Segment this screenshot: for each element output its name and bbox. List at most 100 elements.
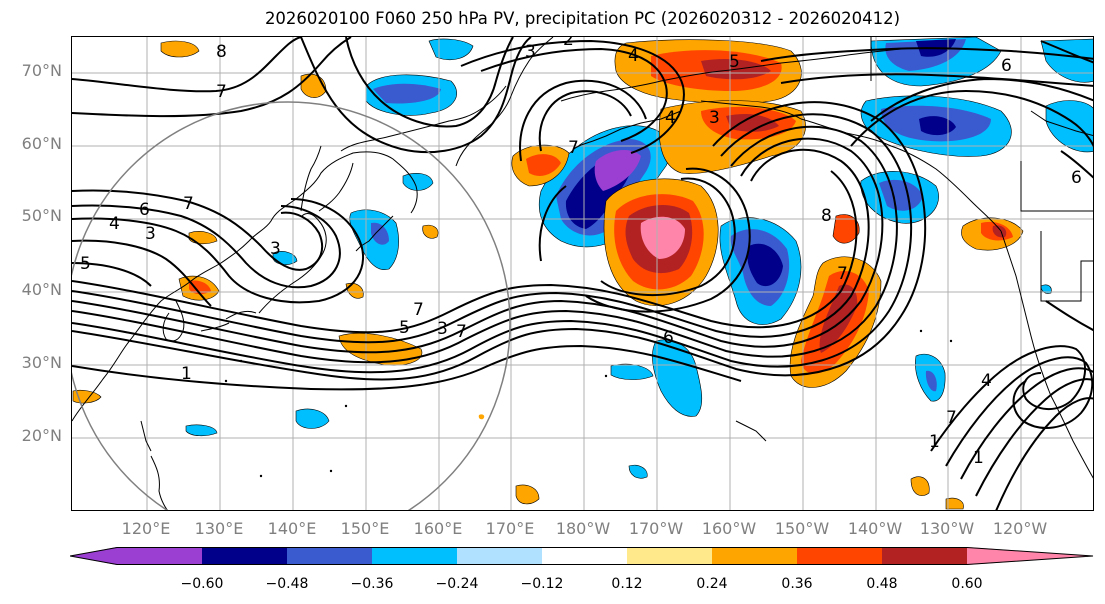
colorbar-segment [797,547,882,565]
contour-label: 7 [946,408,957,428]
colorbar-segment [542,547,627,565]
colorbar-segment [627,547,712,565]
colorbar-tick-label: −0.60 [180,576,224,592]
lon-label-140e: 140°E [267,519,317,538]
contour-label: 7 [568,138,579,158]
colorbar-outline [70,547,1094,565]
precip-patch [925,370,937,392]
pv-contours [72,37,1093,510]
colorbar-extend-left [70,547,117,565]
colorbar-segment [457,547,542,565]
precip-patch [160,40,200,58]
contour-label: 1 [973,448,984,468]
colorbar-segment [372,547,457,565]
contour-label: 8 [216,42,227,62]
colorbar [70,547,1094,565]
precip-patch [185,424,218,437]
colorbar-tick-label: 0.60 [951,576,983,592]
contour-label: 1 [181,364,192,384]
reference-circle [72,101,511,510]
precip-patch [188,231,218,245]
contour-label: 3 [437,319,448,339]
precip-patch [1045,100,1093,153]
precip-patch [628,464,648,479]
precip-patch [1040,284,1052,294]
precip-patch [910,476,930,496]
colorbar-tick-label: −0.12 [520,576,564,592]
colorbar-segment [117,547,202,565]
precip-patch [295,408,330,429]
colorbar-tick-label: −0.48 [265,576,309,592]
map-panel[interactable]: 8 7 3 2 4 5 6 4 3 7 6 7 6 4 3 5 3 7 8 7 … [71,36,1094,511]
lon-label-130w: 130°W [919,519,975,538]
colorbar-tick-label: 0.24 [696,576,728,592]
lon-label-120w: 120°W [992,519,1048,538]
contour-label: 7 [413,300,424,320]
precip-patch [422,224,439,239]
contour-label: 3 [145,224,156,244]
contour-label: 6 [139,200,150,220]
precip-patch [832,214,860,244]
precip-patch [726,114,779,132]
colorbar-segment [712,547,797,565]
contour-label: 2 [563,37,574,50]
contour-label: 1 [929,432,940,452]
contour-label: 5 [729,52,740,72]
contour-label: 7 [837,264,848,284]
colorbar-segment [287,547,372,565]
colorbar-tick-label: −0.36 [350,576,394,592]
contour-label: 5 [80,254,91,274]
precip-patch [345,282,364,299]
precip-patch [402,173,434,191]
precip-patch [747,243,783,287]
precip-patch [945,497,964,510]
contour-label: 6 [663,328,674,348]
colorbar-extend-right [967,547,1094,565]
lon-label-170e: 170°E [485,519,535,538]
contour-label: 3 [709,108,720,128]
lat-label-30n: 30°N [21,353,62,372]
contour-label: 3 [270,239,281,259]
lon-label-170w: 170°W [628,519,684,538]
precip-patch [594,149,641,191]
map-title: 2026020100 F060 250 hPa PV, precipitatio… [264,9,901,28]
precip-patch [189,280,211,295]
lon-label-180w: 180°W [555,519,611,538]
precip-patch [879,179,923,211]
colorbar-tick-label: −0.24 [435,576,479,592]
lon-label-120e: 120°E [121,519,171,538]
precip-patch [478,414,485,420]
colorbar-tick-label: 0.12 [611,576,643,592]
precip-patch [640,216,685,259]
island-dots [224,329,953,478]
contour-label: 3 [525,42,536,62]
colorbar-tick-label: 0.48 [866,576,898,592]
contour-label: 6 [1001,56,1012,76]
contour-label: 4 [981,371,992,391]
coastlines [72,37,1093,510]
colorbar-segment [202,547,287,565]
precip-patch [515,484,540,505]
contour-label: 7 [456,322,467,342]
precip-patch [373,83,441,104]
precip-patch [652,339,703,417]
lat-label-40n: 40°N [21,280,62,299]
lon-label-150w: 150°W [774,519,830,538]
lon-label-160e: 160°E [413,519,463,538]
contour-label: 7 [183,194,194,214]
precip-patch [992,225,1007,238]
contour-label: 4 [665,108,676,128]
contour-label: 5 [399,318,410,338]
contour-label: 4 [628,46,639,66]
precip-patch [919,116,956,136]
lon-label-150e: 150°E [340,519,390,538]
colorbar-segment [882,547,967,565]
lon-label-130e: 130°E [194,519,244,538]
contour-label: 6 [1071,168,1082,188]
lat-label-50n: 50°N [21,206,62,225]
lon-label-140w: 140°W [847,519,903,538]
contour-label-layer: 8 7 3 2 4 5 6 4 3 7 6 7 6 4 3 5 3 7 8 7 … [80,37,1082,468]
lon-label-160w: 160°W [701,519,757,538]
map-canvas: 8 7 3 2 4 5 6 4 3 7 6 7 6 4 3 5 3 7 8 7 … [72,37,1093,510]
contour-label: 7 [216,82,227,102]
